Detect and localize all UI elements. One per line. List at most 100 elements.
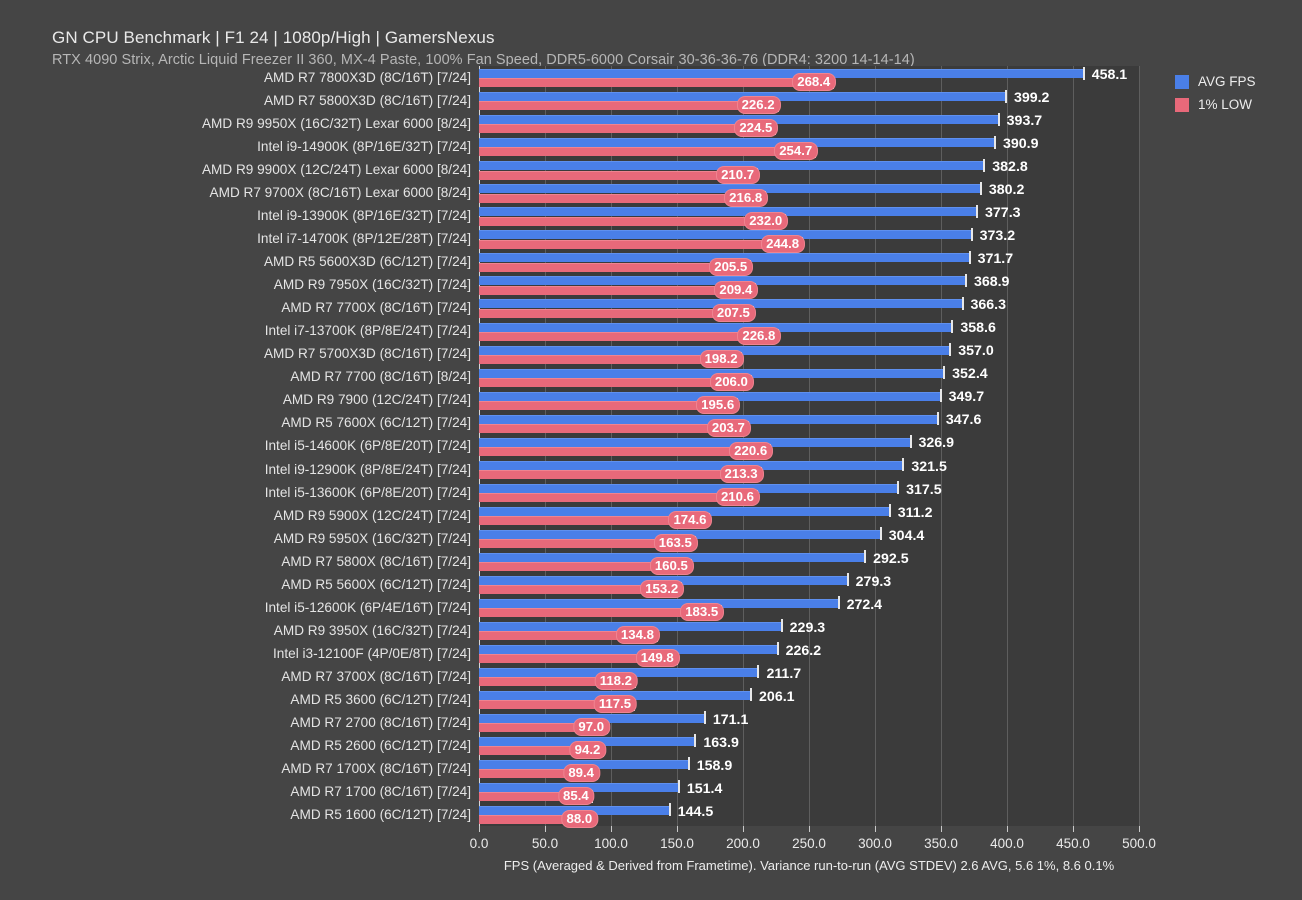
- bar-one-percent-low[interactable]: [479, 354, 741, 364]
- bar-one-percent-low[interactable]: [479, 377, 751, 387]
- error-cap-avg-fps: [983, 158, 986, 172]
- chart-row: AMD R7 7700X (8C/16T) [7/24] 366.3 207.5: [281, 296, 1139, 321]
- legend-item-one-percent-low[interactable]: 1% LOW: [1175, 93, 1295, 116]
- x-tick-label: 250.0: [792, 836, 826, 851]
- bar-one-percent-low[interactable]: [479, 170, 758, 180]
- bar-one-percent-low[interactable]: [479, 723, 608, 733]
- chart-row: AMD R9 7950X (16C/32T) [7/24] 368.9 209.4: [274, 273, 1139, 298]
- value-label-avg-fps: 321.5: [911, 458, 947, 475]
- bar-avg-fps[interactable]: [479, 460, 904, 470]
- bar-one-percent-low[interactable]: [479, 78, 834, 88]
- bar-avg-fps[interactable]: [479, 230, 972, 240]
- bar-one-percent-low[interactable]: [479, 746, 604, 756]
- bar-one-percent-low[interactable]: [479, 216, 786, 226]
- value-label-avg-fps: 226.2: [785, 642, 822, 659]
- chart-row: Intel i5-12600K (6P/4E/16T) [7/24] 272.4 1…: [265, 596, 1139, 621]
- bar-one-percent-low[interactable]: [479, 308, 753, 318]
- bar-avg-fps[interactable]: [479, 667, 759, 677]
- bar-one-percent-low[interactable]: [479, 792, 592, 802]
- bar-avg-fps[interactable]: [479, 552, 866, 562]
- category-label: Intel i9-14900K (8P/16E/32T) [7/24]: [257, 139, 471, 155]
- x-tick: [677, 826, 678, 832]
- bar-avg-fps[interactable]: [479, 253, 970, 263]
- bar-one-percent-low[interactable]: [479, 262, 751, 272]
- bar-avg-fps[interactable]: [479, 506, 890, 516]
- bar-one-percent-low[interactable]: [479, 423, 748, 433]
- bar-avg-fps[interactable]: [479, 115, 999, 125]
- bar-one-percent-low[interactable]: [479, 101, 778, 111]
- bar-one-percent-low[interactable]: [479, 446, 771, 456]
- category-label: AMD R7 1700X (8C/16T) [7/24]: [281, 760, 471, 776]
- value-label-avg-fps: 311.2: [897, 504, 933, 521]
- legend-label-avg-fps: AVG FPS: [1198, 74, 1256, 89]
- bar-avg-fps[interactable]: [479, 691, 752, 700]
- bar-one-percent-low[interactable]: [479, 654, 677, 664]
- bar-one-percent-low[interactable]: [479, 469, 761, 479]
- bar-avg-fps[interactable]: [479, 783, 679, 793]
- bar-avg-fps[interactable]: [479, 184, 981, 194]
- bar-one-percent-low[interactable]: [479, 815, 596, 825]
- bar-one-percent-low[interactable]: [479, 147, 816, 157]
- x-tick-label: 50.0: [531, 836, 559, 851]
- legend-item-avg-fps[interactable]: AVG FPS: [1175, 70, 1295, 93]
- gridline-400.0: [1007, 66, 1008, 826]
- bar-one-percent-low[interactable]: [479, 239, 803, 249]
- bar-one-percent-low[interactable]: [479, 608, 722, 618]
- value-label-avg-fps: 272.4: [846, 596, 883, 613]
- bar-one-percent-low[interactable]: [479, 677, 636, 687]
- bar-avg-fps[interactable]: [479, 714, 705, 724]
- bar-avg-fps[interactable]: [479, 437, 911, 447]
- bar-one-percent-low[interactable]: [479, 124, 776, 134]
- chart-row: AMD R5 3600 (6C/12T) [7/24] 206.1 117.5: [290, 688, 1139, 713]
- bar-avg-fps[interactable]: [479, 161, 985, 171]
- bar-avg-fps[interactable]: [479, 483, 899, 493]
- bar-avg-fps[interactable]: [479, 644, 778, 654]
- value-label-one-percent-low: 226.8: [738, 327, 781, 344]
- bar-avg-fps[interactable]: [479, 368, 945, 378]
- value-label-avg-fps: 399.2: [1013, 90, 1050, 107]
- bar-one-percent-low[interactable]: [479, 585, 682, 595]
- bar-one-percent-low[interactable]: [479, 700, 635, 710]
- value-label-one-percent-low: 134.8: [616, 627, 659, 644]
- value-label-one-percent-low: 85.4: [559, 788, 594, 805]
- bar-avg-fps[interactable]: [479, 737, 696, 747]
- bar-avg-fps[interactable]: [479, 760, 689, 770]
- plot-area: AMD R7 7800X3D (8C/16T) [7/24] 458.1 268.4…: [202, 66, 1156, 851]
- x-tick-label: 450.0: [1056, 836, 1090, 851]
- chart-row: AMD R5 5600X (6C/12T) [7/24] 279.3 153.2: [281, 573, 1139, 598]
- bar-avg-fps[interactable]: [479, 345, 951, 355]
- bar-one-percent-low[interactable]: [479, 515, 710, 525]
- x-tick-label: 400.0: [990, 836, 1024, 851]
- bar-one-percent-low[interactable]: [479, 400, 738, 410]
- bar-avg-fps[interactable]: [479, 322, 953, 332]
- bar-avg-fps[interactable]: [479, 207, 978, 217]
- bar-avg-fps[interactable]: [479, 276, 966, 286]
- bar-avg-fps[interactable]: [479, 138, 995, 148]
- bar-avg-fps[interactable]: [479, 92, 1006, 102]
- bar-one-percent-low[interactable]: [479, 562, 691, 572]
- bar-avg-fps[interactable]: [479, 299, 963, 309]
- bar-avg-fps[interactable]: [479, 529, 881, 539]
- bar-one-percent-low[interactable]: [479, 193, 766, 203]
- bar-one-percent-low[interactable]: [479, 631, 657, 641]
- chart-row: Intel i7-14700K (8P/12E/28T) [7/24] 373.2…: [257, 227, 1139, 252]
- bar-avg-fps[interactable]: [479, 391, 941, 401]
- bar-avg-fps[interactable]: [479, 621, 782, 631]
- value-label-one-percent-low: 207.5: [712, 304, 755, 321]
- bar-avg-fps[interactable]: [479, 806, 670, 816]
- bar-one-percent-low[interactable]: [479, 331, 779, 341]
- bar-one-percent-low[interactable]: [479, 492, 757, 502]
- bar-avg-fps[interactable]: [479, 414, 938, 424]
- page-title: GN CPU Benchmark | F1 24 | 1080p/High | …: [52, 28, 495, 47]
- bar-avg-fps[interactable]: [479, 575, 848, 585]
- bar-one-percent-low[interactable]: [479, 769, 597, 779]
- bar-avg-fps[interactable]: [479, 69, 1084, 79]
- value-label-one-percent-low: 88.0: [562, 811, 598, 828]
- bar-one-percent-low[interactable]: [479, 538, 695, 548]
- value-label-avg-fps: 292.5: [873, 550, 909, 567]
- bar-avg-fps[interactable]: [479, 598, 839, 608]
- bar-one-percent-low[interactable]: [479, 285, 756, 295]
- value-label-avg-fps: 326.9: [918, 435, 955, 452]
- value-label-avg-fps: 158.9: [696, 757, 733, 774]
- value-label-avg-fps: 163.9: [703, 734, 739, 751]
